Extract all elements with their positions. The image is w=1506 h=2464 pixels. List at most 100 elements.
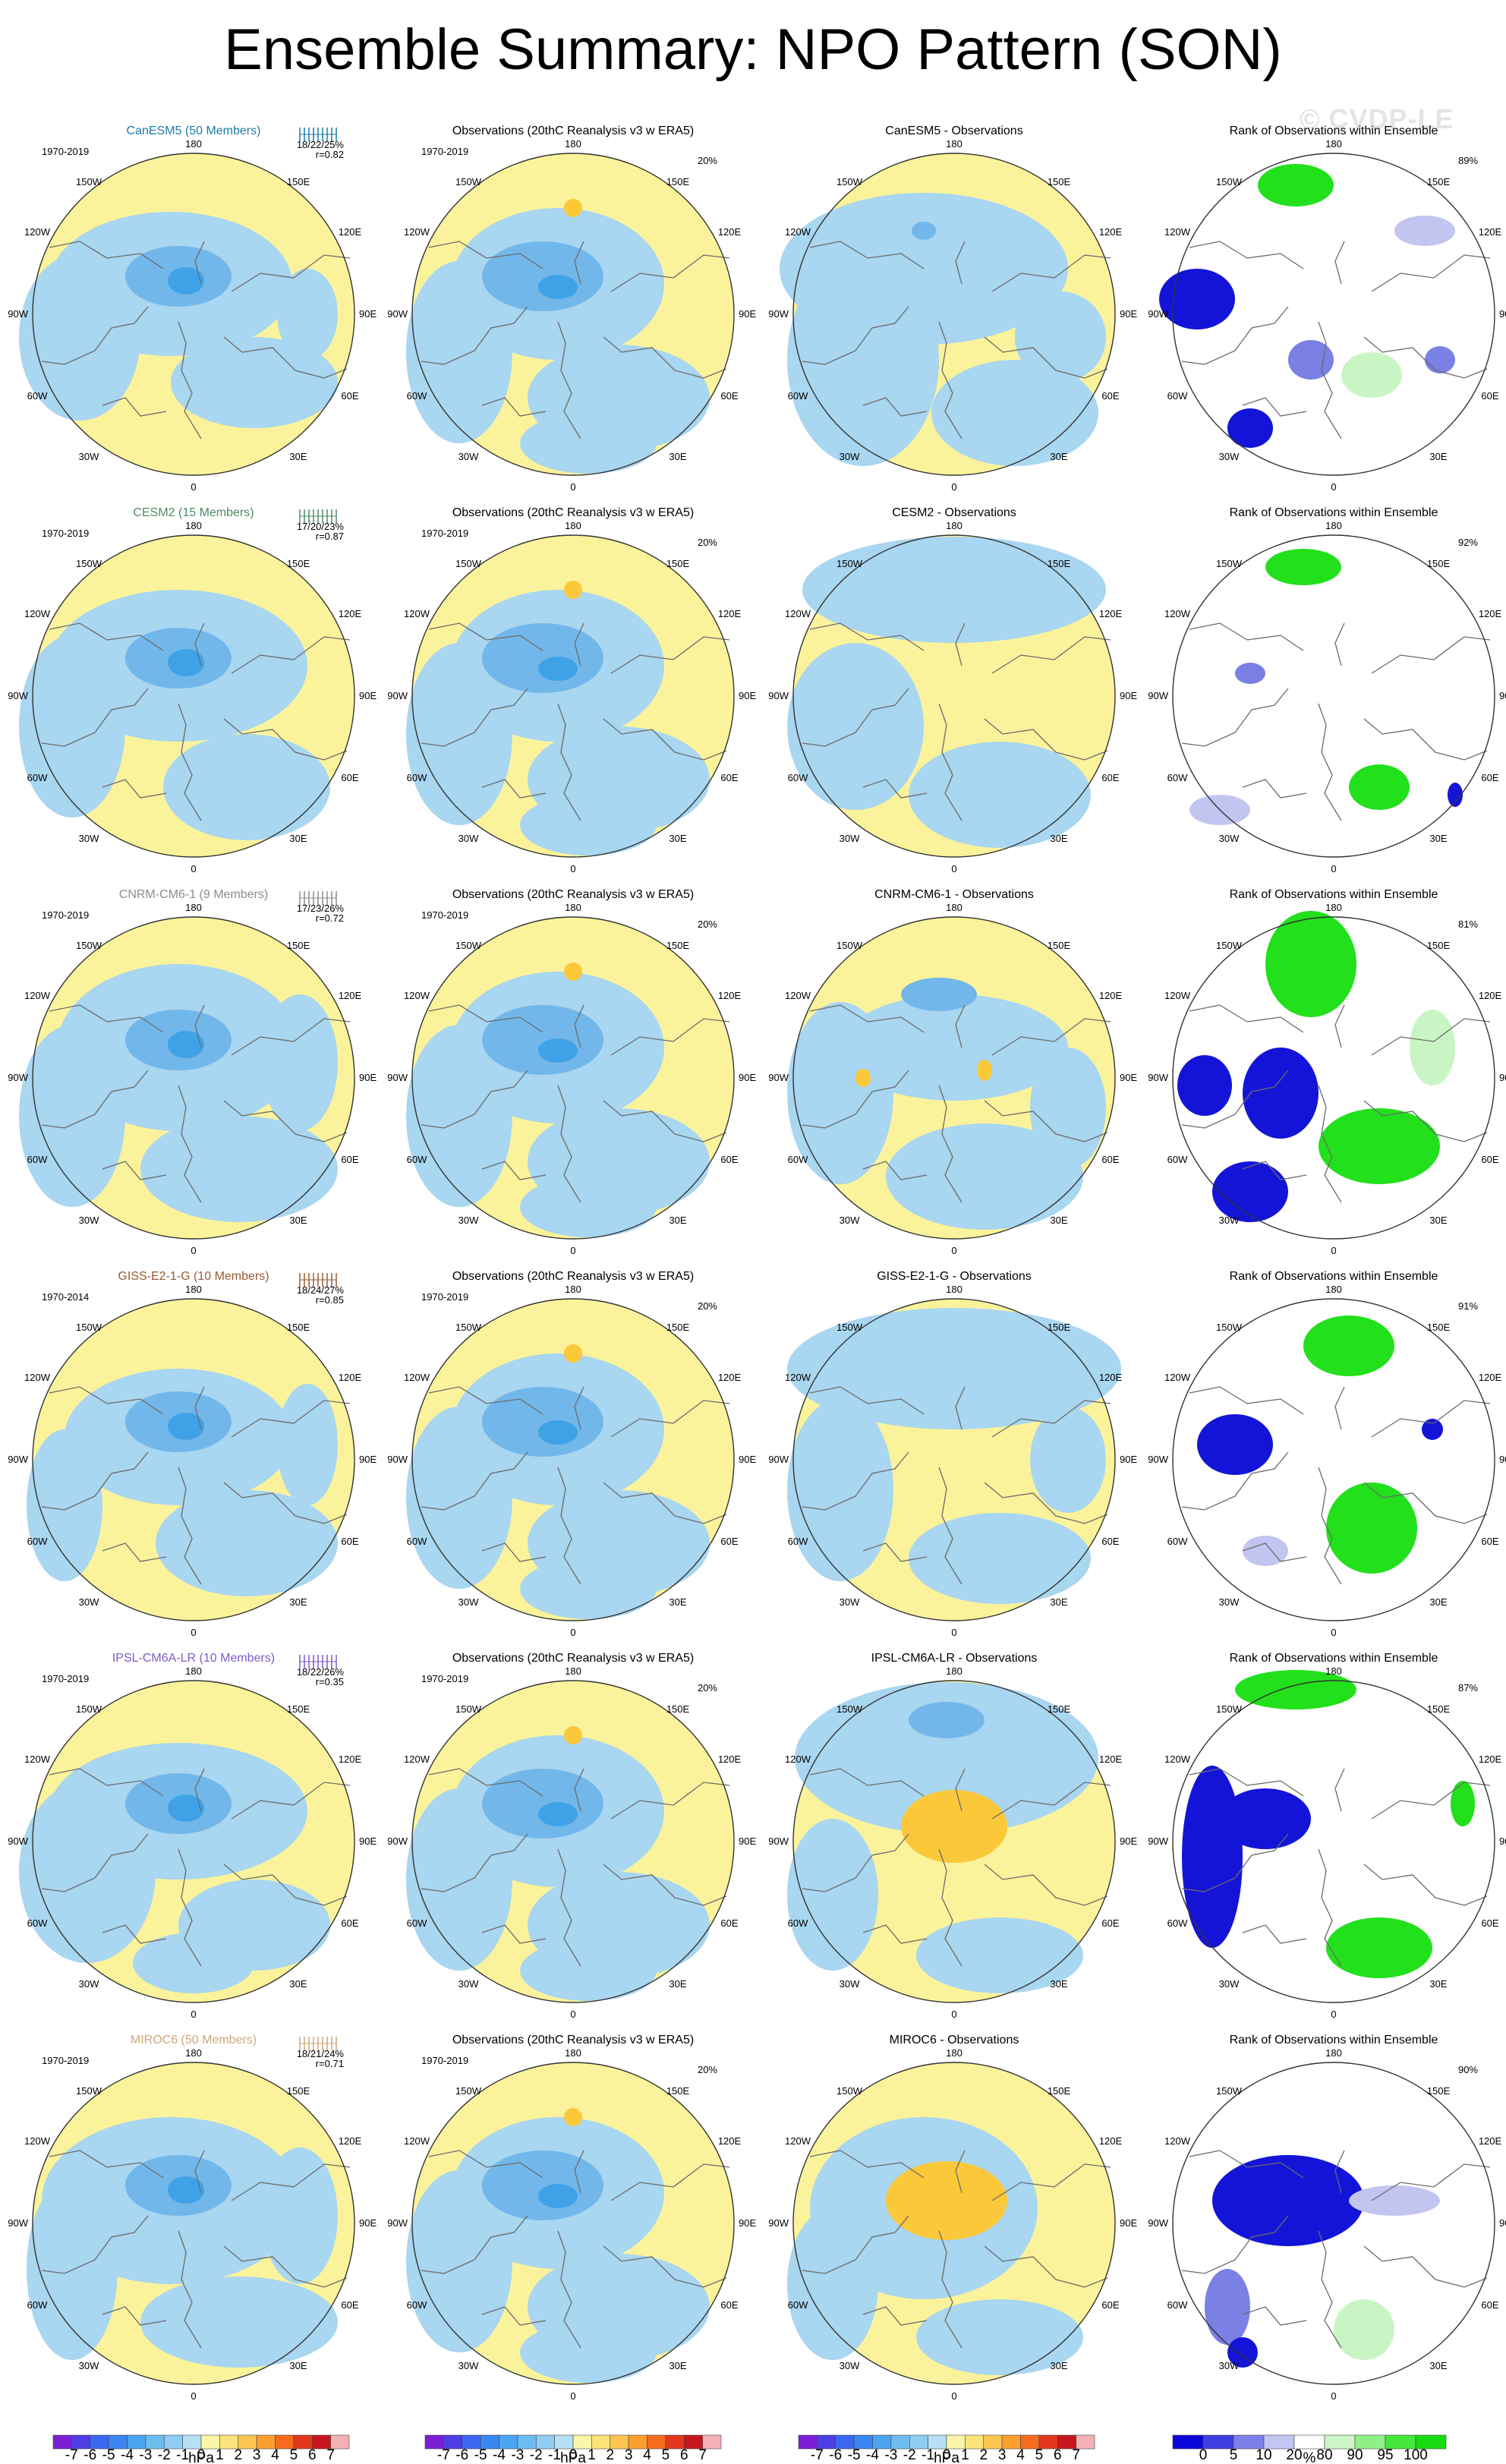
map-label-bottom: 0 — [951, 2009, 956, 2020]
difference-region — [787, 1819, 878, 1971]
negative-anomaly-core — [482, 2150, 603, 2220]
obs-title: Observations (20thC Reanalysis v3 w ERA5… — [452, 124, 694, 137]
map-panel-rank-4: 180 150W 150E 120W 120E 90W 90E 60W 60E 30W 30E 0 — [1148, 1284, 1506, 1638]
map-border — [792, 1298, 1116, 1621]
map-border — [1172, 153, 1495, 476]
colorbar-label: 95 — [1377, 2447, 1393, 2463]
positive-anomaly-spot — [564, 581, 582, 599]
obs-percent: 20% — [698, 155, 717, 166]
colorbar-label: 1 — [216, 2447, 224, 2463]
map-label-top: 180 — [565, 1284, 581, 1295]
negative-anomaly-region — [520, 1558, 657, 1619]
coastline — [428, 1768, 543, 1797]
map-label-bottom: 0 — [570, 863, 575, 874]
coastline — [421, 2215, 528, 2274]
map-label-lr: 60E — [1101, 1917, 1119, 1929]
negative-anomaly-peak — [168, 267, 204, 295]
map-label-tl: 150W — [455, 940, 482, 951]
coastline — [1318, 1085, 1342, 1203]
coastline — [178, 2230, 202, 2349]
model-stats: 18/22/25% — [297, 139, 345, 150]
model-correlation: r=0.35 — [316, 1676, 344, 1687]
negative-anomaly-region — [19, 1781, 156, 1963]
difference-core — [912, 222, 936, 240]
map-panel-obs-1: 180 150W 150E 120W 120E 90W 90E 60W 60E 30W 30E 0 — [387, 138, 756, 493]
map-label-tl: 150W — [1216, 2085, 1243, 2097]
map-label-top: 180 — [946, 138, 963, 150]
negative-anomaly-peak — [538, 657, 578, 681]
coastline — [41, 1451, 149, 1511]
map-label-ll: 60W — [27, 1917, 48, 1929]
rank-title: Rank of Observations within Ensemble — [1230, 506, 1438, 519]
map-border — [32, 1298, 355, 1621]
map-label-tl: 150W — [76, 558, 102, 569]
coastline — [574, 241, 584, 285]
coastline — [421, 306, 528, 365]
map-label-tl: 150W — [455, 1322, 482, 1333]
rank-region — [1349, 764, 1410, 810]
colorbar-label: 0 — [569, 2447, 578, 2463]
negative-anomaly-region — [520, 413, 657, 474]
map-label-top: 180 — [1325, 1665, 1342, 1677]
coastline — [984, 2245, 1108, 2288]
map-label-bl: 30W — [1219, 2360, 1240, 2371]
colorbar-label: 6 — [308, 2447, 317, 2463]
negative-anomaly-peak — [538, 1420, 578, 1445]
map-label-tl: 150W — [836, 558, 863, 569]
map-label-ur: 120E — [1479, 1753, 1502, 1765]
coastline — [984, 336, 1108, 379]
map-label-ll: 60W — [1167, 1154, 1188, 1165]
colorbar-label: -2 — [530, 2447, 543, 2463]
coastline — [938, 1467, 963, 1585]
map-label-ul: 120W — [404, 608, 430, 619]
map-panel-rank-1: 180 150W 150E 120W 120E 90W 90E 60W 60E 30W 30E 0 — [1148, 138, 1506, 493]
map-border — [32, 534, 355, 858]
map-label-ul: 120W — [404, 226, 430, 238]
map-label-ur: 120E — [1099, 226, 1123, 238]
negative-anomaly-region — [133, 1933, 254, 1993]
coastline — [481, 1542, 547, 1562]
obs-percent: 20% — [698, 918, 717, 930]
coastline — [102, 1542, 167, 1562]
difference-region — [802, 537, 1106, 643]
map-label-ul: 120W — [785, 990, 811, 1001]
map-label-bottom: 0 — [951, 863, 956, 874]
coastline — [49, 2150, 164, 2179]
coastline — [610, 1400, 730, 1438]
map-label-lr: 60E — [341, 1536, 358, 1547]
map-label-ur: 120E — [339, 990, 362, 1001]
map-label-br: 30E — [289, 1978, 307, 1990]
coastline — [421, 1833, 528, 1892]
map-label-br: 30E — [1429, 1978, 1447, 1990]
coastline — [1318, 321, 1342, 440]
map-label-tl: 150W — [455, 2085, 482, 2097]
map-label-tr: 150E — [666, 2085, 690, 2097]
negative-anomaly-region — [19, 1025, 125, 1207]
map-label-ll: 60W — [27, 1536, 48, 1547]
negative-anomaly-region — [406, 1407, 512, 1589]
diff-title: IPSL-CM6A-LR - Observations — [871, 1652, 1038, 1665]
negative-anomaly-core — [482, 1769, 603, 1839]
coastline — [49, 622, 164, 651]
map-panel-model-3: 180 150W 150E 120W 120E 90W 90E 60W 60E 30W 30E 0 — [8, 902, 376, 1256]
colorbar-label: 2 — [234, 2447, 242, 2463]
rank-region — [1182, 1766, 1243, 1948]
map-label-bl: 30W — [840, 451, 860, 462]
map-label-bottom: 0 — [1331, 481, 1336, 493]
coastline — [809, 2150, 925, 2179]
map-label-top: 180 — [185, 902, 202, 913]
coastline — [1371, 1018, 1491, 1056]
map-label-lr: 60E — [720, 772, 738, 783]
map-label-tr: 150E — [666, 558, 690, 569]
map-label-r: 90E — [739, 690, 756, 701]
map-label-lr: 60E — [341, 1917, 358, 1929]
map-label-bottom: 0 — [570, 2390, 575, 2402]
rank-region — [1451, 1781, 1475, 1826]
rank-region — [1235, 1670, 1356, 1709]
map-label-br: 30E — [669, 2360, 686, 2371]
coastline — [574, 1386, 584, 1430]
negative-anomaly-region — [520, 795, 657, 855]
map-label-l: 90W — [387, 690, 408, 701]
coastline — [991, 1018, 1111, 1056]
map-label-br: 30E — [1050, 2360, 1067, 2371]
